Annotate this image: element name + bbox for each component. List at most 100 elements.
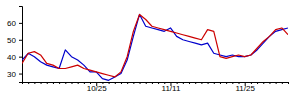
x-tick-mark — [78, 82, 79, 84]
x-tick — [232, 82, 233, 84]
x-tick — [201, 82, 202, 84]
x-tick-mark — [53, 82, 54, 84]
x-tick-mark — [208, 82, 209, 84]
x-tick — [133, 82, 134, 84]
x-tick-mark — [158, 82, 159, 84]
x-tick-mark — [232, 82, 233, 84]
x-tick-mark — [59, 82, 60, 84]
x-tick — [41, 82, 42, 84]
x-tick-label: 11/11 — [162, 84, 181, 93]
x-tick — [214, 82, 215, 84]
y-tick-mark — [19, 40, 22, 41]
x-tick-mark — [263, 82, 264, 84]
x-tick — [152, 82, 153, 84]
x-tick — [109, 82, 110, 84]
x-tick-mark — [269, 82, 270, 84]
x-tick — [84, 82, 85, 84]
x-tick: 11/25 — [235, 82, 255, 93]
x-tick-mark — [115, 82, 116, 84]
x-tick — [251, 82, 252, 84]
x-tick-mark — [102, 82, 103, 84]
x-tick — [102, 82, 103, 84]
x-tick-mark — [251, 82, 252, 84]
x-tick-mark — [177, 82, 178, 84]
lines — [22, 14, 288, 80]
y-tick-mark — [19, 74, 22, 75]
x-tick-label: 11/25 — [235, 84, 255, 93]
x-axis: 10/25 11/11 11/25 — [23, 82, 289, 93]
x-tick — [47, 82, 48, 84]
x-tick-mark — [65, 82, 66, 84]
x-tick — [53, 82, 54, 84]
x-tick-mark — [84, 82, 85, 84]
x-tick-mark — [109, 82, 110, 84]
y-tick: 50 — [7, 36, 22, 45]
x-tick — [257, 82, 258, 84]
x-tick-mark — [189, 82, 190, 84]
x-tick — [71, 82, 72, 84]
x-tick — [220, 82, 221, 84]
y-axis-line — [19, 7, 23, 83]
x-tick — [263, 82, 264, 84]
y-tick-label: 50 — [7, 36, 16, 45]
x-tick-mark — [41, 82, 42, 84]
x-tick-mark — [140, 82, 141, 84]
series-line — [22, 14, 288, 80]
x-tick — [121, 82, 122, 84]
x-tick-mark — [146, 82, 147, 84]
series-line — [22, 14, 288, 76]
x-tick-mark — [28, 82, 29, 84]
x-tick-mark — [183, 82, 184, 84]
x-tick — [146, 82, 147, 84]
x-tick-mark — [282, 82, 283, 84]
x-tick — [195, 82, 196, 84]
x-tick-mark — [127, 82, 128, 84]
x-tick — [177, 82, 178, 84]
x-tick-mark — [34, 82, 35, 84]
x-tick — [269, 82, 270, 84]
x-tick — [158, 82, 159, 84]
y-tick-label: 30 — [7, 70, 16, 79]
x-tick-mark — [71, 82, 72, 84]
x-tick-mark — [121, 82, 122, 84]
x-tick-mark — [257, 82, 258, 84]
y-tick-label: 40 — [7, 53, 16, 62]
x-tick — [189, 82, 190, 84]
plot: 10/25 11/11 11/25 30 40 50 60 — [7, 7, 288, 93]
x-tick — [59, 82, 60, 84]
x-tick — [34, 82, 35, 84]
chart: 10/25 11/11 11/25 30 40 50 60 — [0, 0, 300, 96]
x-tick — [28, 82, 29, 84]
x-tick-mark — [214, 82, 215, 84]
x-tick-mark — [152, 82, 153, 84]
x-tick — [115, 82, 116, 84]
x-tick-mark — [220, 82, 221, 84]
x-tick-mark — [133, 82, 134, 84]
x-tick — [276, 82, 277, 84]
y-tick: 40 — [7, 53, 22, 62]
x-tick — [288, 82, 289, 84]
y-tick-mark — [19, 23, 22, 24]
x-tick-mark — [276, 82, 277, 84]
y-tick-label: 60 — [7, 19, 16, 28]
y-tick: 30 — [7, 70, 22, 79]
x-tick: 10/25 — [87, 82, 108, 93]
x-tick: 11/11 — [162, 82, 181, 93]
x-tick-mark — [201, 82, 202, 84]
x-tick — [78, 82, 79, 84]
x-tick-mark — [195, 82, 196, 84]
x-tick — [183, 82, 184, 84]
x-tick — [282, 82, 283, 84]
x-tick — [65, 82, 66, 84]
x-tick — [127, 82, 128, 84]
x-tick-mark — [226, 82, 227, 84]
x-tick-mark — [288, 82, 289, 84]
x-tick — [226, 82, 227, 84]
x-tick-mark — [47, 82, 48, 84]
x-tick — [140, 82, 141, 84]
y-tick: 60 — [7, 19, 22, 28]
x-tick — [208, 82, 209, 84]
y-axis: 30 40 50 60 — [7, 7, 22, 83]
x-tick-label: 10/25 — [87, 84, 108, 93]
y-tick-mark — [19, 57, 22, 58]
